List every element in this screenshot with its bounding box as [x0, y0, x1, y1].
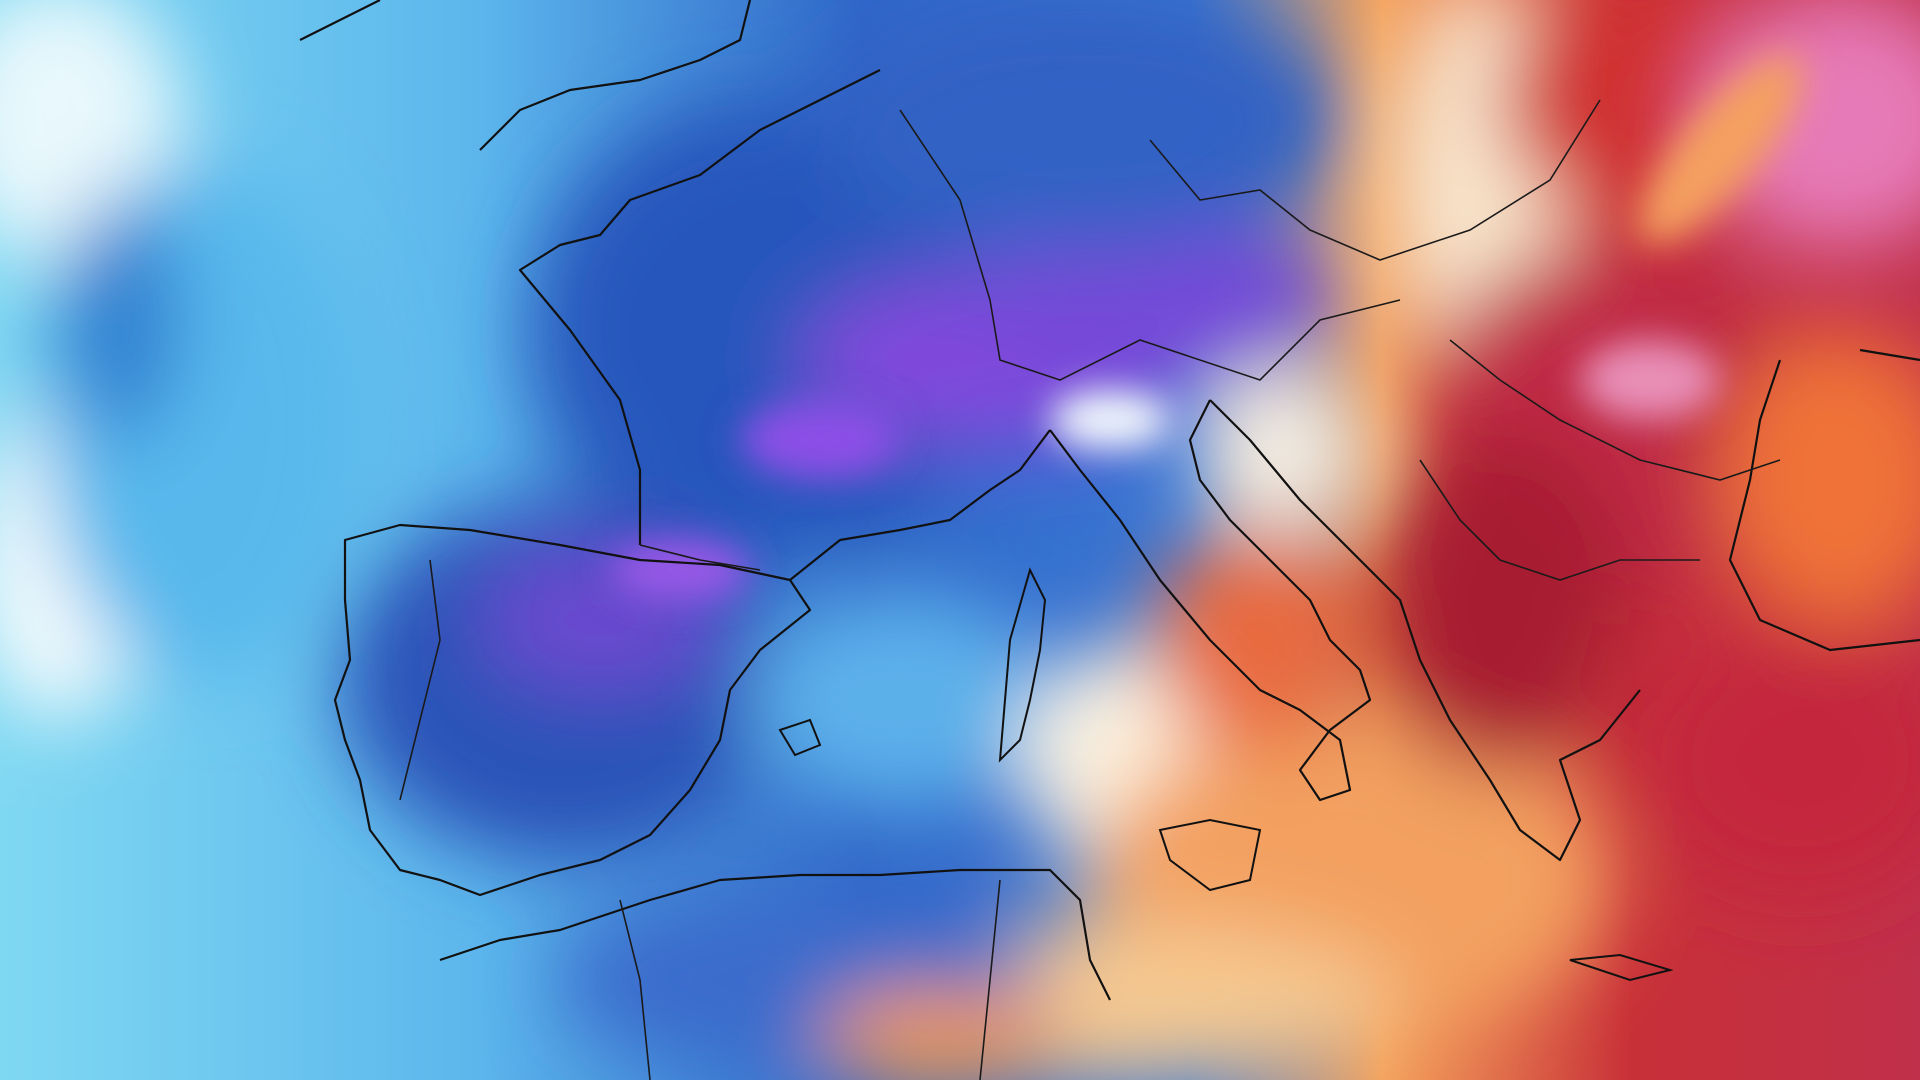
sicily	[1158, 818, 1262, 892]
crete	[1569, 953, 1674, 982]
corsica-sardinia	[998, 567, 1047, 763]
africa-coast	[439, 868, 1111, 1001]
balearics	[778, 718, 822, 757]
gulf-of-lion	[789, 429, 1051, 581]
color-detail	[610, 54, 1803, 600]
borders	[399, 99, 1781, 1080]
iberia-coast	[333, 523, 812, 897]
balkan-coast	[1209, 399, 1641, 862]
italy-coast	[1049, 399, 1372, 802]
black-sea-coast	[1728, 348, 1920, 652]
britain-coast	[299, 0, 752, 151]
france-coast	[518, 69, 881, 545]
coastlines	[299, 0, 1920, 1001]
